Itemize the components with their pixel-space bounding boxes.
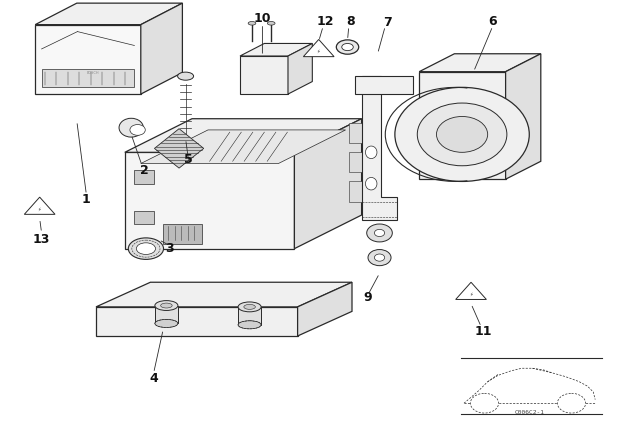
- Circle shape: [417, 103, 507, 166]
- Text: BOSCH: BOSCH: [87, 71, 100, 75]
- Text: 3: 3: [165, 242, 174, 255]
- Ellipse shape: [178, 72, 193, 80]
- Ellipse shape: [268, 22, 275, 25]
- Ellipse shape: [238, 302, 261, 312]
- Bar: [155, 306, 178, 323]
- Bar: [42, 69, 134, 87]
- Polygon shape: [506, 54, 541, 179]
- Polygon shape: [240, 56, 288, 94]
- Circle shape: [395, 87, 529, 181]
- Polygon shape: [298, 282, 352, 336]
- Ellipse shape: [365, 146, 377, 159]
- Polygon shape: [125, 119, 362, 152]
- Text: 5: 5: [184, 152, 193, 166]
- Ellipse shape: [155, 301, 178, 310]
- Text: 6: 6: [488, 15, 497, 28]
- Ellipse shape: [129, 238, 164, 259]
- Text: 13: 13: [33, 233, 51, 246]
- Text: 1: 1: [82, 193, 91, 206]
- Polygon shape: [35, 25, 141, 94]
- Ellipse shape: [244, 305, 255, 309]
- Bar: [238, 307, 261, 325]
- Bar: [134, 211, 154, 224]
- Polygon shape: [96, 307, 298, 336]
- Polygon shape: [456, 282, 486, 299]
- Ellipse shape: [248, 22, 256, 25]
- Polygon shape: [125, 152, 294, 249]
- Ellipse shape: [365, 177, 377, 190]
- Ellipse shape: [136, 243, 156, 254]
- Text: 10: 10: [253, 12, 271, 26]
- Circle shape: [470, 393, 499, 413]
- Bar: [163, 224, 202, 244]
- Polygon shape: [288, 43, 312, 94]
- Circle shape: [368, 250, 391, 266]
- Circle shape: [367, 224, 392, 242]
- Bar: [349, 181, 365, 202]
- Polygon shape: [303, 39, 334, 56]
- Polygon shape: [96, 282, 352, 307]
- Circle shape: [130, 125, 145, 135]
- Circle shape: [436, 116, 488, 152]
- Bar: [349, 152, 365, 172]
- Polygon shape: [355, 76, 413, 94]
- Ellipse shape: [119, 118, 143, 137]
- Text: 8: 8: [346, 15, 355, 28]
- Text: 12: 12: [316, 15, 334, 28]
- Text: ⚡: ⚡: [469, 292, 473, 297]
- Text: C006C2-1: C006C2-1: [515, 409, 545, 415]
- Bar: [134, 170, 154, 184]
- Text: ⚡: ⚡: [38, 207, 42, 212]
- Polygon shape: [419, 54, 541, 72]
- Ellipse shape: [238, 321, 261, 329]
- Bar: [349, 123, 365, 143]
- Ellipse shape: [337, 40, 359, 54]
- Ellipse shape: [155, 319, 178, 327]
- Polygon shape: [419, 72, 506, 179]
- Text: 7: 7: [383, 16, 392, 29]
- Polygon shape: [154, 129, 204, 168]
- Polygon shape: [294, 119, 362, 249]
- Text: 2: 2: [140, 164, 148, 177]
- Text: 9: 9: [364, 291, 372, 305]
- Circle shape: [374, 254, 385, 261]
- Polygon shape: [362, 76, 397, 220]
- Text: ⚡: ⚡: [317, 49, 321, 54]
- Text: 4: 4: [149, 372, 158, 385]
- Polygon shape: [35, 3, 182, 25]
- Circle shape: [374, 229, 385, 237]
- Polygon shape: [240, 43, 312, 56]
- Polygon shape: [141, 3, 182, 94]
- Polygon shape: [24, 197, 55, 214]
- Polygon shape: [141, 130, 346, 164]
- Circle shape: [557, 393, 586, 413]
- Ellipse shape: [342, 43, 353, 51]
- Ellipse shape: [161, 303, 172, 308]
- Text: 11: 11: [474, 325, 492, 338]
